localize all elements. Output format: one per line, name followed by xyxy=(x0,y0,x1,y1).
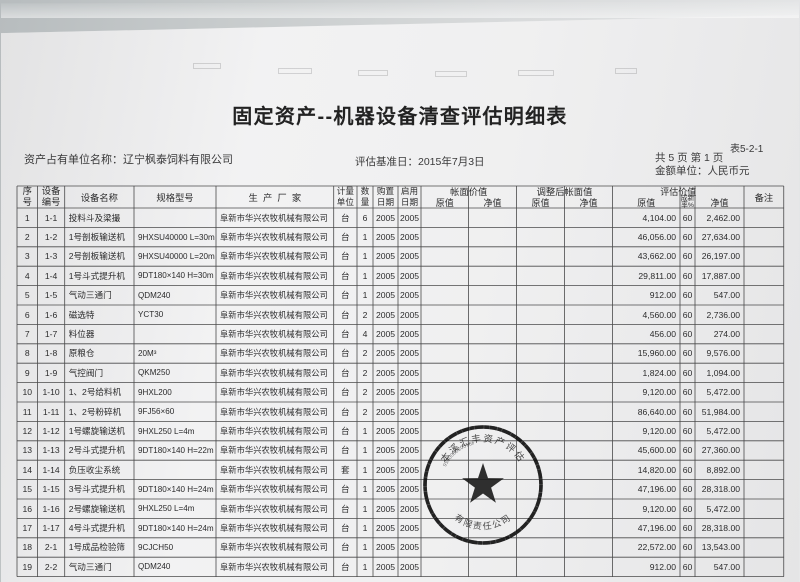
svg-text:有限责任公司: 有限责任公司 xyxy=(453,511,513,531)
